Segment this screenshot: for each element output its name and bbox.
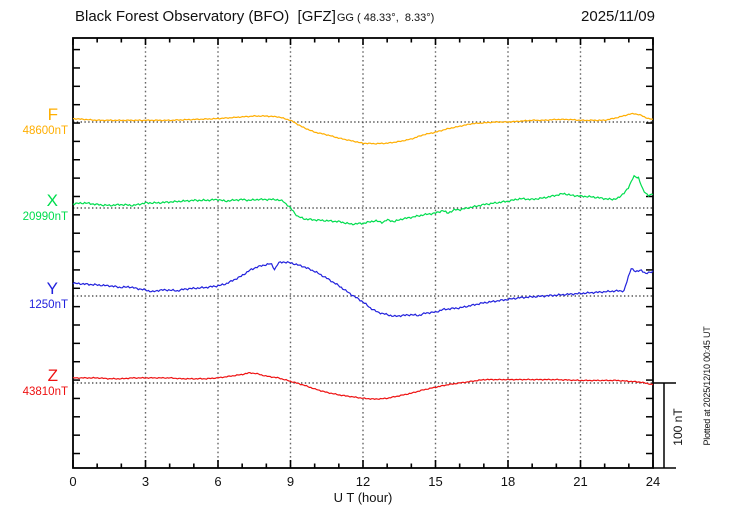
x-tick-label-6: 6 — [214, 474, 222, 489]
x-tick-label-15: 15 — [428, 474, 443, 489]
series-label-F: F 48600nT — [0, 106, 68, 138]
series-name-X: X — [46, 191, 58, 210]
series-label-Z: Z 43810nT — [0, 367, 68, 399]
x-tick-label-0: 0 — [69, 474, 77, 489]
plotted-at-note: Plotted at 2025/12/10 00:45 UT — [702, 326, 712, 446]
x-axis-title: U T (hour) — [333, 490, 393, 505]
observatory-title: Black Forest Observatory (BFO) [GFZ] — [75, 8, 336, 25]
series-baseline-Y: 1250nT — [28, 299, 68, 311]
x-tick-label-18: 18 — [500, 474, 516, 489]
series-baseline-Z: 43810nT — [22, 386, 68, 398]
observation-date: 2025/11/09 — [581, 8, 655, 25]
x-tick-label-12: 12 — [355, 474, 371, 489]
series-name-Z: Z — [47, 366, 58, 385]
series-baseline-F: 48600nT — [22, 125, 68, 137]
x-tick-label-24: 24 — [645, 474, 661, 489]
series-name-Y: Y — [46, 279, 58, 298]
series-label-X: X 20990nT — [0, 192, 68, 224]
trace-Z — [72, 371, 654, 401]
series-name-F: F — [47, 105, 58, 124]
trace-X — [72, 174, 654, 226]
geographic-coordinates: GG ( 48.33°, 8.33°) — [336, 12, 435, 24]
x-tick-label-9: 9 — [286, 474, 295, 489]
header: Black Forest Observatory (BFO) [GFZ] GG … — [75, 8, 655, 25]
series-baseline-X: 20990nT — [22, 211, 68, 223]
x-tick-label-3: 3 — [141, 474, 150, 489]
series-label-Y: Y 1250nT — [0, 280, 68, 312]
trace-Y — [72, 260, 654, 318]
x-tick-label-21: 21 — [573, 474, 588, 489]
trace-F — [73, 112, 654, 145]
